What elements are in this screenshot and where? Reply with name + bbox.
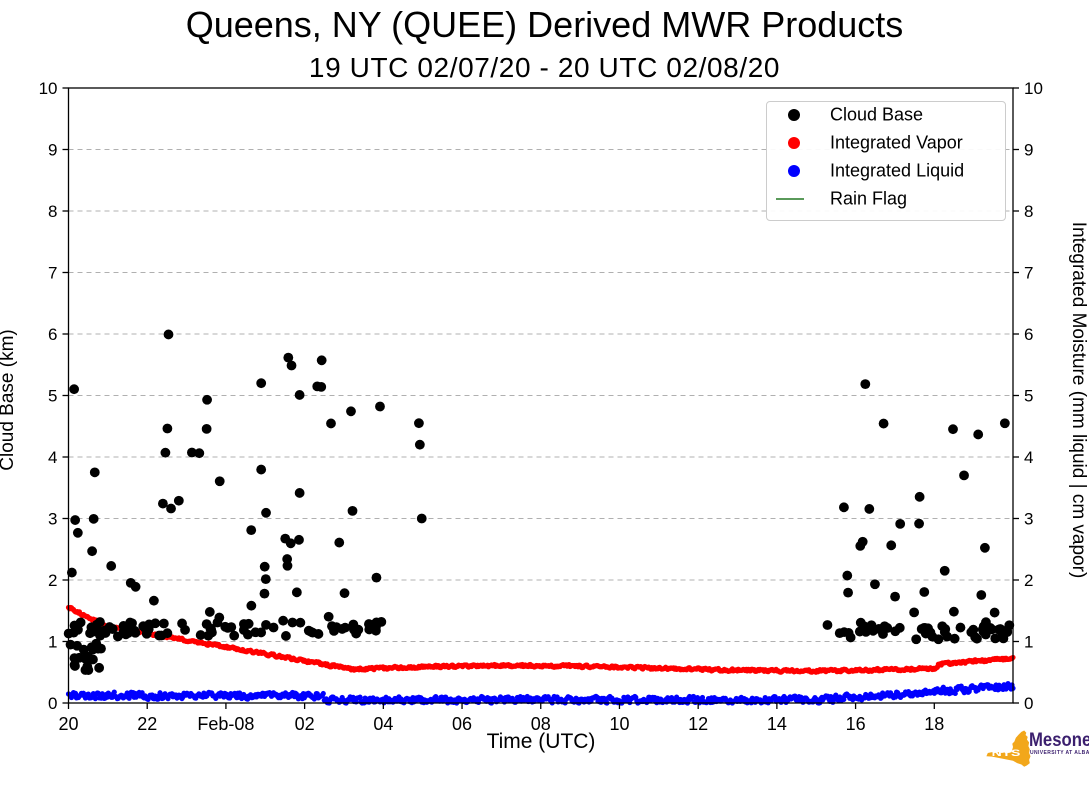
svg-text:8: 8 [1024, 202, 1033, 221]
svg-text:10: 10 [609, 714, 629, 734]
svg-text:1: 1 [1024, 633, 1033, 652]
svg-text:06: 06 [452, 714, 472, 734]
svg-text:12: 12 [688, 714, 708, 734]
svg-text:4: 4 [48, 448, 57, 467]
svg-text:6: 6 [1024, 325, 1033, 344]
svg-text:02: 02 [295, 714, 315, 734]
svg-text:2: 2 [48, 571, 57, 590]
svg-text:0: 0 [1024, 694, 1033, 713]
svg-text:NYS: NYS [992, 748, 1021, 759]
svg-text:14: 14 [767, 714, 787, 734]
svg-text:Feb-08: Feb-08 [197, 714, 254, 734]
svg-text:3: 3 [48, 510, 57, 529]
svg-text:20: 20 [58, 714, 78, 734]
svg-text:2: 2 [1024, 571, 1033, 590]
svg-text:5: 5 [1024, 387, 1033, 406]
svg-text:6: 6 [48, 325, 57, 344]
svg-text:18: 18 [924, 714, 944, 734]
svg-text:3: 3 [1024, 510, 1033, 529]
svg-text:4: 4 [1024, 448, 1033, 467]
svg-text:7: 7 [48, 264, 57, 283]
svg-text:0: 0 [48, 694, 57, 713]
svg-text:7: 7 [1024, 264, 1033, 283]
svg-text:16: 16 [846, 714, 866, 734]
svg-text:5: 5 [48, 387, 57, 406]
svg-text:9: 9 [48, 141, 57, 160]
svg-text:8: 8 [48, 202, 57, 221]
svg-text:04: 04 [373, 714, 393, 734]
svg-text:1: 1 [48, 633, 57, 652]
svg-text:9: 9 [1024, 141, 1033, 160]
svg-text:22: 22 [137, 714, 157, 734]
